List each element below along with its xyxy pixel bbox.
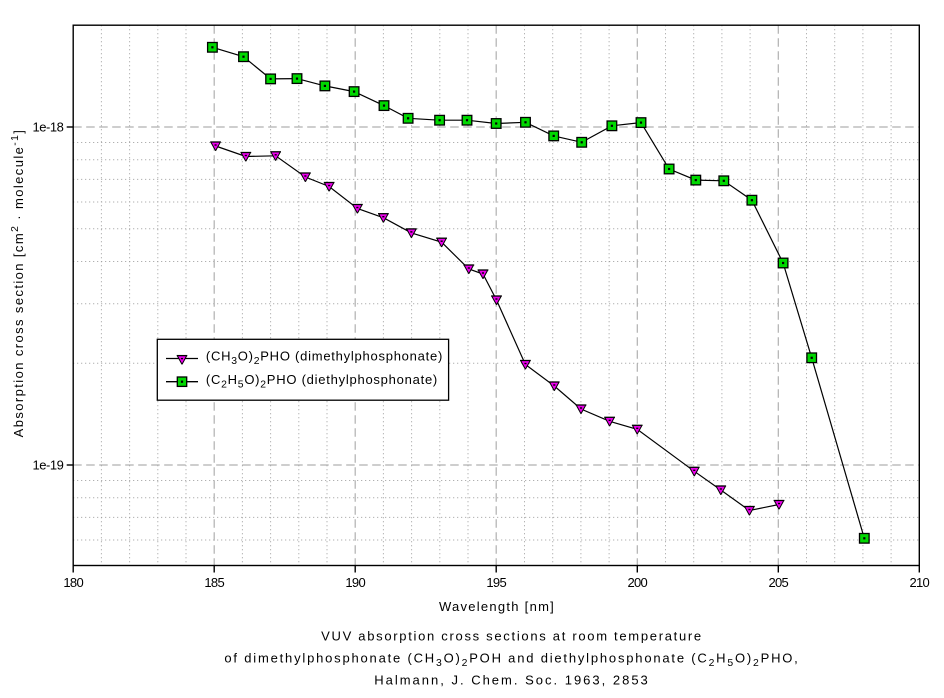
svg-text:210: 210 [910, 575, 930, 590]
svg-text:200: 200 [628, 575, 648, 590]
svg-text:1e-19: 1e-19 [33, 458, 64, 473]
svg-text:180: 180 [63, 575, 83, 590]
svg-text:(CH3​O)2​PHO (dimethylphosphon: (CH3​O)2​PHO (dimethylphosphonate) [206, 348, 443, 367]
svg-text:Halmann, J. Chem. Soc. 1963, 2: Halmann, J. Chem. Soc. 1963, 2853 [374, 673, 650, 688]
svg-text:Wavelength [nm]: Wavelength [nm] [439, 599, 555, 614]
svg-text:205: 205 [769, 575, 789, 590]
svg-text:195: 195 [486, 575, 506, 590]
svg-text:190: 190 [345, 575, 365, 590]
svg-text:1e-18: 1e-18 [33, 120, 64, 135]
svg-text:185: 185 [204, 575, 224, 590]
svg-text:of dimethylphosphonate (CH3​O): of dimethylphosphonate (CH3​O)2​POH and … [224, 650, 799, 669]
svg-text:(C2​H5​O)2​PHO (diethylphospho: (C2​H5​O)2​PHO (diethylphosphonate) [206, 372, 438, 391]
svg-text:Absorption cross section [cm2: Absorption cross section [cm2 · molecule… [10, 129, 26, 438]
svg-text:VUV absorption cross sections: VUV absorption cross sections at room te… [321, 628, 703, 643]
